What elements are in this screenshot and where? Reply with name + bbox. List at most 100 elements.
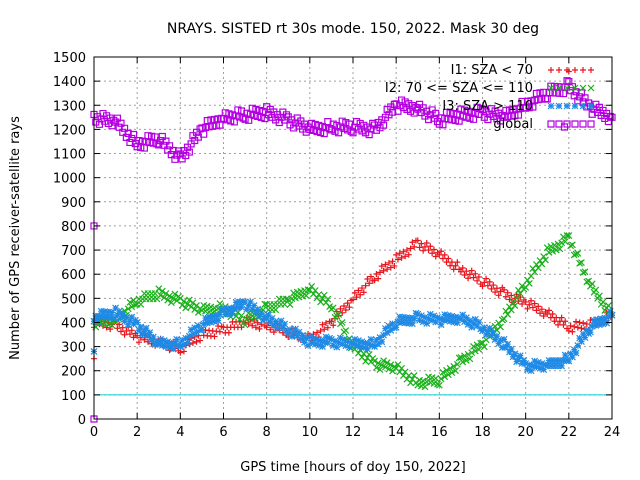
data-point <box>450 362 458 370</box>
data-point <box>401 319 409 327</box>
data-point <box>401 98 409 106</box>
data-point <box>141 336 148 343</box>
y-tick-label: 1300 <box>53 99 86 114</box>
data-point <box>106 114 114 122</box>
data-point <box>540 253 548 260</box>
data-point <box>184 339 191 347</box>
data-point <box>220 305 227 313</box>
data-point <box>197 337 204 344</box>
data-point <box>491 336 499 343</box>
data-point <box>432 318 440 326</box>
data-point <box>538 306 545 313</box>
data-point <box>160 337 168 344</box>
data-point <box>418 240 425 247</box>
data-point <box>473 322 481 330</box>
data-point <box>329 342 337 350</box>
data-point <box>475 318 483 326</box>
data-point <box>489 328 497 336</box>
data-point <box>443 317 450 324</box>
data-point <box>137 300 145 308</box>
data-point <box>453 360 461 368</box>
data-point <box>461 352 468 360</box>
data-point <box>252 324 259 331</box>
data-point <box>402 253 409 260</box>
data-point <box>448 312 456 320</box>
data-point <box>481 279 488 286</box>
data-point <box>342 306 349 313</box>
data-point <box>106 314 114 322</box>
data-point <box>581 334 589 341</box>
data-point <box>360 289 367 296</box>
data-point <box>323 320 330 327</box>
y-tick-label: 0 <box>78 413 86 428</box>
data-point <box>385 322 393 330</box>
x-tick-label: 16 <box>431 425 448 440</box>
data-point <box>405 100 413 108</box>
y-tick-label: 1400 <box>53 75 86 90</box>
data-point <box>506 296 513 303</box>
data-point <box>597 315 605 323</box>
data-point <box>335 339 343 347</box>
data-point <box>595 103 604 111</box>
data-point <box>214 317 222 325</box>
data-point <box>124 305 132 313</box>
data-point <box>250 302 258 309</box>
data-point <box>595 321 603 329</box>
legend-marker <box>548 67 594 73</box>
data-point <box>380 331 388 339</box>
data-point <box>256 313 263 320</box>
data-point <box>432 374 440 382</box>
data-point <box>374 340 382 348</box>
data-point <box>461 318 468 326</box>
data-point <box>524 305 531 312</box>
data-point <box>187 326 195 334</box>
data-point <box>99 109 107 118</box>
data-point <box>293 332 301 340</box>
data-point <box>171 340 179 348</box>
data-point <box>536 364 544 372</box>
data-point <box>426 310 434 318</box>
data-point <box>385 259 392 266</box>
x-tick-label: 24 <box>604 425 621 440</box>
data-point <box>385 365 393 373</box>
data-point <box>241 298 249 306</box>
data-point <box>342 342 350 350</box>
data-point <box>265 311 272 319</box>
data-point <box>501 286 508 293</box>
data-point <box>345 120 354 128</box>
data-point <box>483 275 490 282</box>
data-point <box>493 115 501 123</box>
data-point <box>479 327 486 335</box>
data-point <box>381 325 389 332</box>
outlier-point <box>90 415 98 423</box>
y-tick-label: 500 <box>61 292 86 307</box>
data-point <box>407 379 414 387</box>
data-point <box>286 121 294 129</box>
data-point <box>320 338 328 346</box>
data-point <box>254 305 262 313</box>
data-point <box>171 155 179 163</box>
data-point <box>140 327 148 335</box>
data-point <box>297 117 305 125</box>
data-point <box>95 120 103 128</box>
data-point <box>264 110 273 119</box>
data-point <box>412 309 420 317</box>
data-point <box>384 266 391 273</box>
data-point <box>558 362 566 370</box>
data-point <box>518 360 526 367</box>
data-point <box>531 300 538 307</box>
data-point <box>243 305 251 313</box>
data-point <box>399 313 407 321</box>
data-point <box>166 344 173 352</box>
data-point <box>549 357 557 364</box>
outlier-point <box>560 123 569 131</box>
data-point <box>437 375 445 383</box>
legend-marker-glyph <box>555 120 563 128</box>
data-point <box>110 314 118 322</box>
data-point <box>392 100 400 108</box>
data-point <box>502 293 509 300</box>
data-point <box>182 334 190 342</box>
data-point <box>230 304 238 312</box>
data-point <box>482 331 490 339</box>
data-point <box>441 251 448 258</box>
